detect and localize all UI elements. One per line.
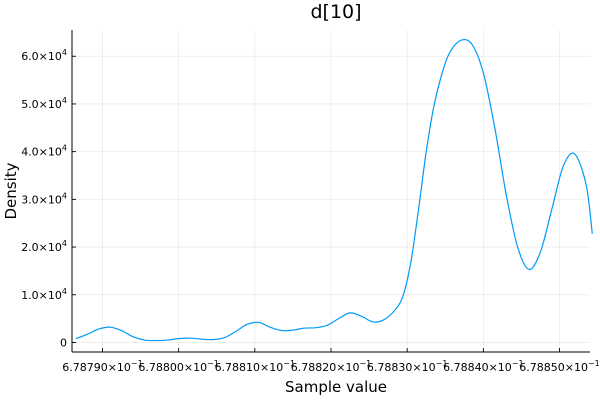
density-line <box>75 38 593 342</box>
x-axis-label: Sample value <box>285 378 387 396</box>
grid <box>72 30 590 352</box>
x-tick-label: 6.78850×10−1 <box>519 359 600 374</box>
x-tick-label: 6.78830×10−1 <box>367 359 448 374</box>
y-tick-label: 0 <box>60 336 67 349</box>
y-ticks: 0 1.0×104 2.0×104 3.0×104 4.0×104 5.0×104 6.0×… <box>21 48 76 349</box>
x-tick-label: 6.78820×10−1 <box>291 359 372 374</box>
x-ticks: 6.78790×10−16.78800×10−16.78810×10−16.78… <box>62 348 600 374</box>
x-tick-label: 6.78800×10−1 <box>138 359 219 374</box>
y-tick-label: 3.0×104 <box>21 191 67 206</box>
y-tick-label: 1.0×104 <box>21 287 67 302</box>
y-axis-label: Density <box>2 162 20 219</box>
x-tick-label: 6.78810×10−1 <box>215 359 296 374</box>
x-tick-label: 6.78840×10−1 <box>443 359 523 374</box>
y-tick-label: 2.0×104 <box>21 239 67 254</box>
y-tick-label: 4.0×104 <box>21 144 67 159</box>
chart-title: d[10] <box>310 1 361 23</box>
x-tick-label: 6.78790×10−1 <box>62 359 142 374</box>
y-tick-label: 5.0×104 <box>21 96 67 111</box>
y-tick-label: 6.0×104 <box>21 48 67 63</box>
series <box>75 38 593 342</box>
